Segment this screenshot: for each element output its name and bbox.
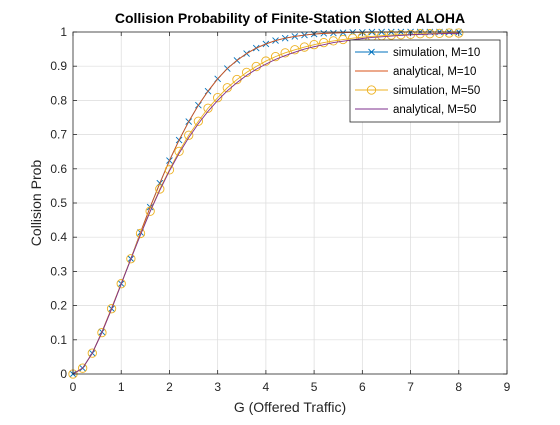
x-tick-label: 0 xyxy=(70,380,77,394)
data-point-circle-marker xyxy=(164,165,175,175)
data-point-circle-marker xyxy=(213,93,223,103)
y-tick-label: 0.8 xyxy=(50,93,67,107)
x-tick-label: 3 xyxy=(214,380,221,394)
x-tick-label: 2 xyxy=(166,380,173,394)
y-tick-label: 0.4 xyxy=(50,230,67,244)
y-tick-label: 0.3 xyxy=(50,264,67,278)
data-point-circle-marker xyxy=(193,116,204,126)
data-point-circle-marker xyxy=(309,40,319,50)
y-tick-label: 1 xyxy=(60,25,67,39)
data-point-circle-marker xyxy=(299,42,310,52)
x-axis-label: G (Offered Traffic) xyxy=(234,399,346,415)
data-point-circle-marker xyxy=(174,146,184,157)
data-point-circle-marker xyxy=(97,327,107,338)
legend-box xyxy=(349,39,501,123)
data-point-circle-marker xyxy=(270,51,281,62)
y-tick-label: 0.2 xyxy=(50,299,67,313)
legend-entry-label: analytical, M=50 xyxy=(393,104,476,116)
data-point-circle-marker xyxy=(328,36,339,46)
data-point-circle-marker xyxy=(386,30,396,40)
legend-entry-label: analytical, M=10 xyxy=(393,66,476,78)
legend-x-marker xyxy=(368,48,375,56)
legend-entry-label: simulation, M=10 xyxy=(393,47,480,59)
x-tick-label: 8 xyxy=(455,380,462,394)
data-point-circle-marker xyxy=(184,130,194,140)
axis-ticks: 0 1 2 3 4 5 6 7 8 9 0 0.1 0.2 0.3 0.4 0.5 0.6 0.7 0.8 0.9 1 xyxy=(50,25,510,394)
data-point-circle-marker xyxy=(290,45,300,55)
y-tick-label: 0.6 xyxy=(50,162,67,176)
y-tick-label: 0 xyxy=(60,367,67,381)
data-point-circle-marker xyxy=(155,184,165,194)
y-tick-label: 0.9 xyxy=(50,59,67,73)
data-point-circle-marker xyxy=(87,348,97,358)
data-point-circle-marker xyxy=(116,279,126,289)
y-tick-label: 0.7 xyxy=(50,128,67,142)
data-point-circle-marker xyxy=(145,206,155,216)
legend-circle-marker xyxy=(366,85,377,95)
data-point-circle-marker xyxy=(135,228,146,239)
series-lines xyxy=(68,28,464,379)
data-point-circle-marker xyxy=(106,304,117,314)
x-tick-label: 7 xyxy=(407,380,414,394)
x-tick-label: 9 xyxy=(504,380,511,394)
data-point-circle-marker xyxy=(415,29,425,39)
data-point-circle-marker xyxy=(203,103,213,113)
data-point-circle-marker xyxy=(126,254,136,264)
legend: simulation, M=10 analytical, M=10 simulati… xyxy=(349,39,501,123)
y-tick-label: 0.1 xyxy=(50,333,67,347)
data-point-circle-marker xyxy=(261,56,271,66)
y-tick-label: 0.5 xyxy=(50,196,67,210)
data-point-circle-marker xyxy=(319,37,329,48)
x-tick-label: 1 xyxy=(118,380,125,394)
series-3 xyxy=(72,32,459,375)
x-tick-label: 4 xyxy=(263,380,270,394)
data-point-circle-marker xyxy=(280,48,290,58)
chart-title: Collision Probability of Finite-Station … xyxy=(115,10,465,26)
x-tick-label: 6 xyxy=(359,380,366,394)
x-tick-label: 5 xyxy=(311,380,318,394)
y-axis-label: Collision Prob xyxy=(28,160,44,247)
data-point-circle-marker xyxy=(338,34,348,45)
legend-entry-label: simulation, M=50 xyxy=(393,85,480,97)
series-line xyxy=(72,32,459,375)
data-point-circle-marker xyxy=(77,363,88,373)
